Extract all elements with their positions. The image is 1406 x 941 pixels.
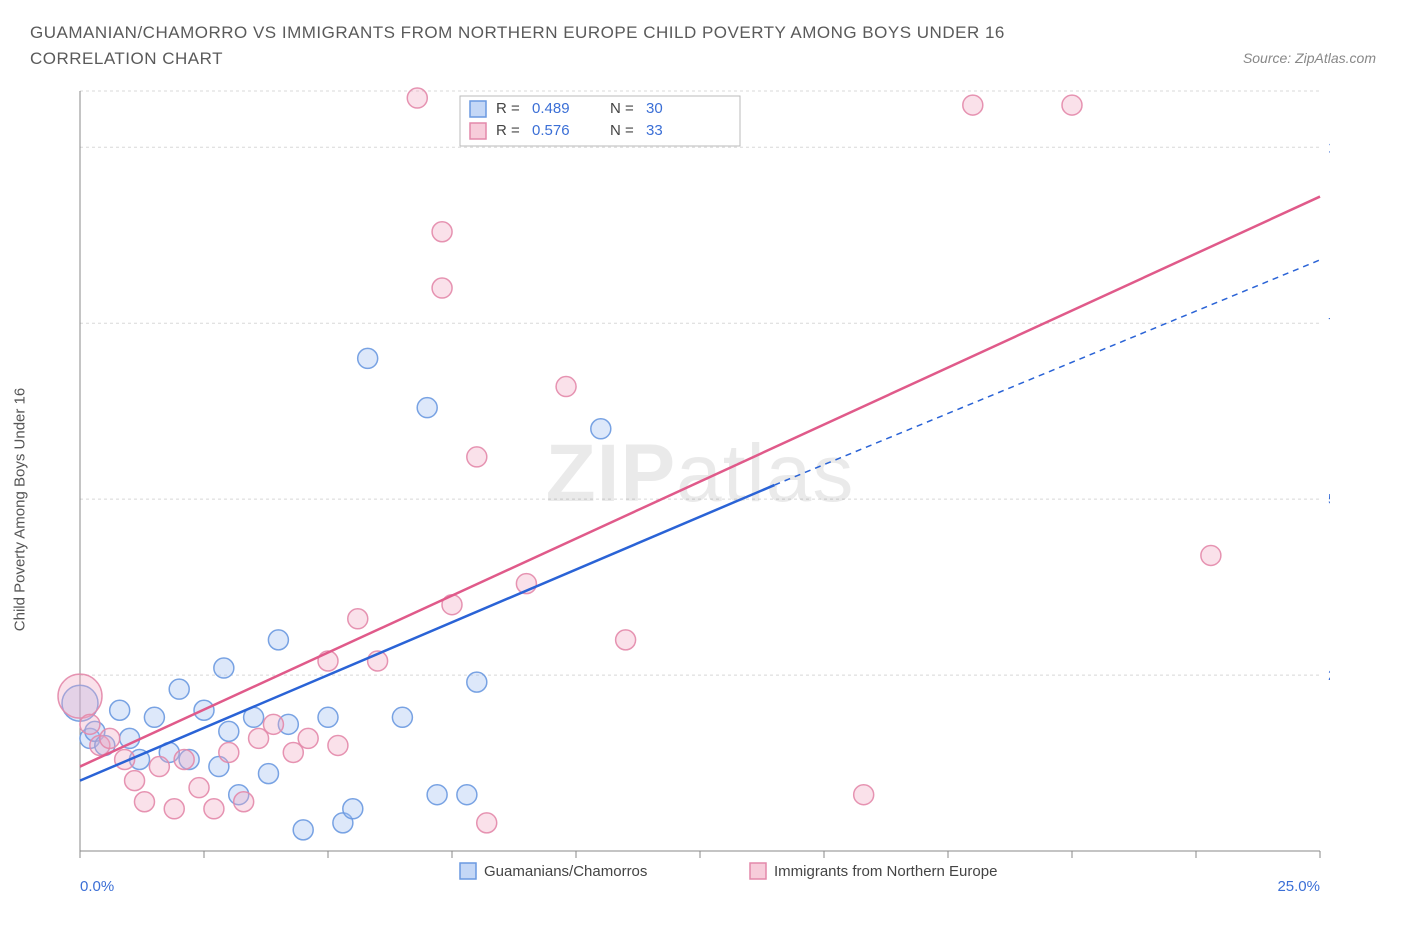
chart-title: GUAMANIAN/CHAMORRO VS IMMIGRANTS FROM NO… <box>30 20 1130 71</box>
data-point <box>100 728 120 748</box>
legend-swatch <box>460 863 476 879</box>
y-tick-label: 25.0% <box>1328 667 1330 684</box>
data-point <box>204 799 224 819</box>
data-point <box>318 707 338 727</box>
data-point <box>432 222 452 242</box>
data-point <box>854 785 874 805</box>
source-label: Source: ZipAtlas.com <box>1243 50 1376 66</box>
data-point <box>120 728 140 748</box>
legend-swatch <box>750 863 766 879</box>
legend-r-label: R = <box>496 100 520 117</box>
legend-r-label: R = <box>496 122 520 139</box>
data-point <box>358 348 378 368</box>
data-point <box>169 679 189 699</box>
legend-series-label: Guamanians/Chamorros <box>484 863 647 880</box>
data-point <box>467 672 487 692</box>
legend-swatch <box>470 101 486 117</box>
y-axis-label: Child Poverty Among Boys Under 16 <box>12 388 29 631</box>
trend-line-extrapolated <box>774 260 1320 485</box>
data-point <box>963 95 983 115</box>
data-point <box>392 707 412 727</box>
data-point <box>432 278 452 298</box>
data-point <box>556 377 576 397</box>
trend-line <box>80 485 774 781</box>
data-point <box>219 721 239 741</box>
y-tick-label: 100.0% <box>1328 139 1330 156</box>
data-point <box>58 674 102 718</box>
data-point <box>407 88 427 108</box>
legend-n-value: 30 <box>646 100 663 117</box>
data-point <box>348 609 368 629</box>
data-point <box>467 447 487 467</box>
data-point <box>298 728 318 748</box>
data-point <box>125 771 145 791</box>
data-point <box>258 764 278 784</box>
data-point <box>268 630 288 650</box>
data-point <box>417 398 437 418</box>
data-point <box>328 735 348 755</box>
trend-line <box>80 197 1320 767</box>
x-tick-label: 25.0% <box>1277 878 1320 895</box>
data-point <box>1062 95 1082 115</box>
x-tick-label: 0.0% <box>80 878 114 895</box>
data-point <box>263 714 283 734</box>
data-point <box>214 658 234 678</box>
data-point <box>293 820 313 840</box>
data-point <box>591 419 611 439</box>
data-point <box>343 799 363 819</box>
data-point <box>149 757 169 777</box>
data-point <box>616 630 636 650</box>
data-point <box>189 778 209 798</box>
data-point <box>1201 545 1221 565</box>
legend-n-label: N = <box>610 100 634 117</box>
data-point <box>427 785 447 805</box>
legend-r-value: 0.489 <box>532 100 570 117</box>
data-point <box>80 714 100 734</box>
legend-series-label: Immigrants from Northern Europe <box>774 863 997 880</box>
data-point <box>219 742 239 762</box>
data-point <box>174 750 194 770</box>
data-point <box>134 792 154 812</box>
correlation-scatter-chart: 25.0% 50.0% 75.0% 100.0% 0.0% 25.0% ZIPatlas R … <box>30 81 1330 921</box>
data-point <box>164 799 184 819</box>
watermark: ZIPatlas <box>546 428 855 519</box>
legend-n-value: 33 <box>646 122 663 139</box>
data-point <box>234 792 254 812</box>
data-point <box>457 785 477 805</box>
data-point <box>477 813 497 833</box>
data-point <box>318 651 338 671</box>
legend-n-label: N = <box>610 122 634 139</box>
y-tick-label: 50.0% <box>1328 491 1330 508</box>
data-point <box>110 700 130 720</box>
data-point <box>144 707 164 727</box>
legend-r-value: 0.576 <box>532 122 570 139</box>
y-tick-label: 75.0% <box>1328 315 1330 332</box>
legend-swatch <box>470 123 486 139</box>
